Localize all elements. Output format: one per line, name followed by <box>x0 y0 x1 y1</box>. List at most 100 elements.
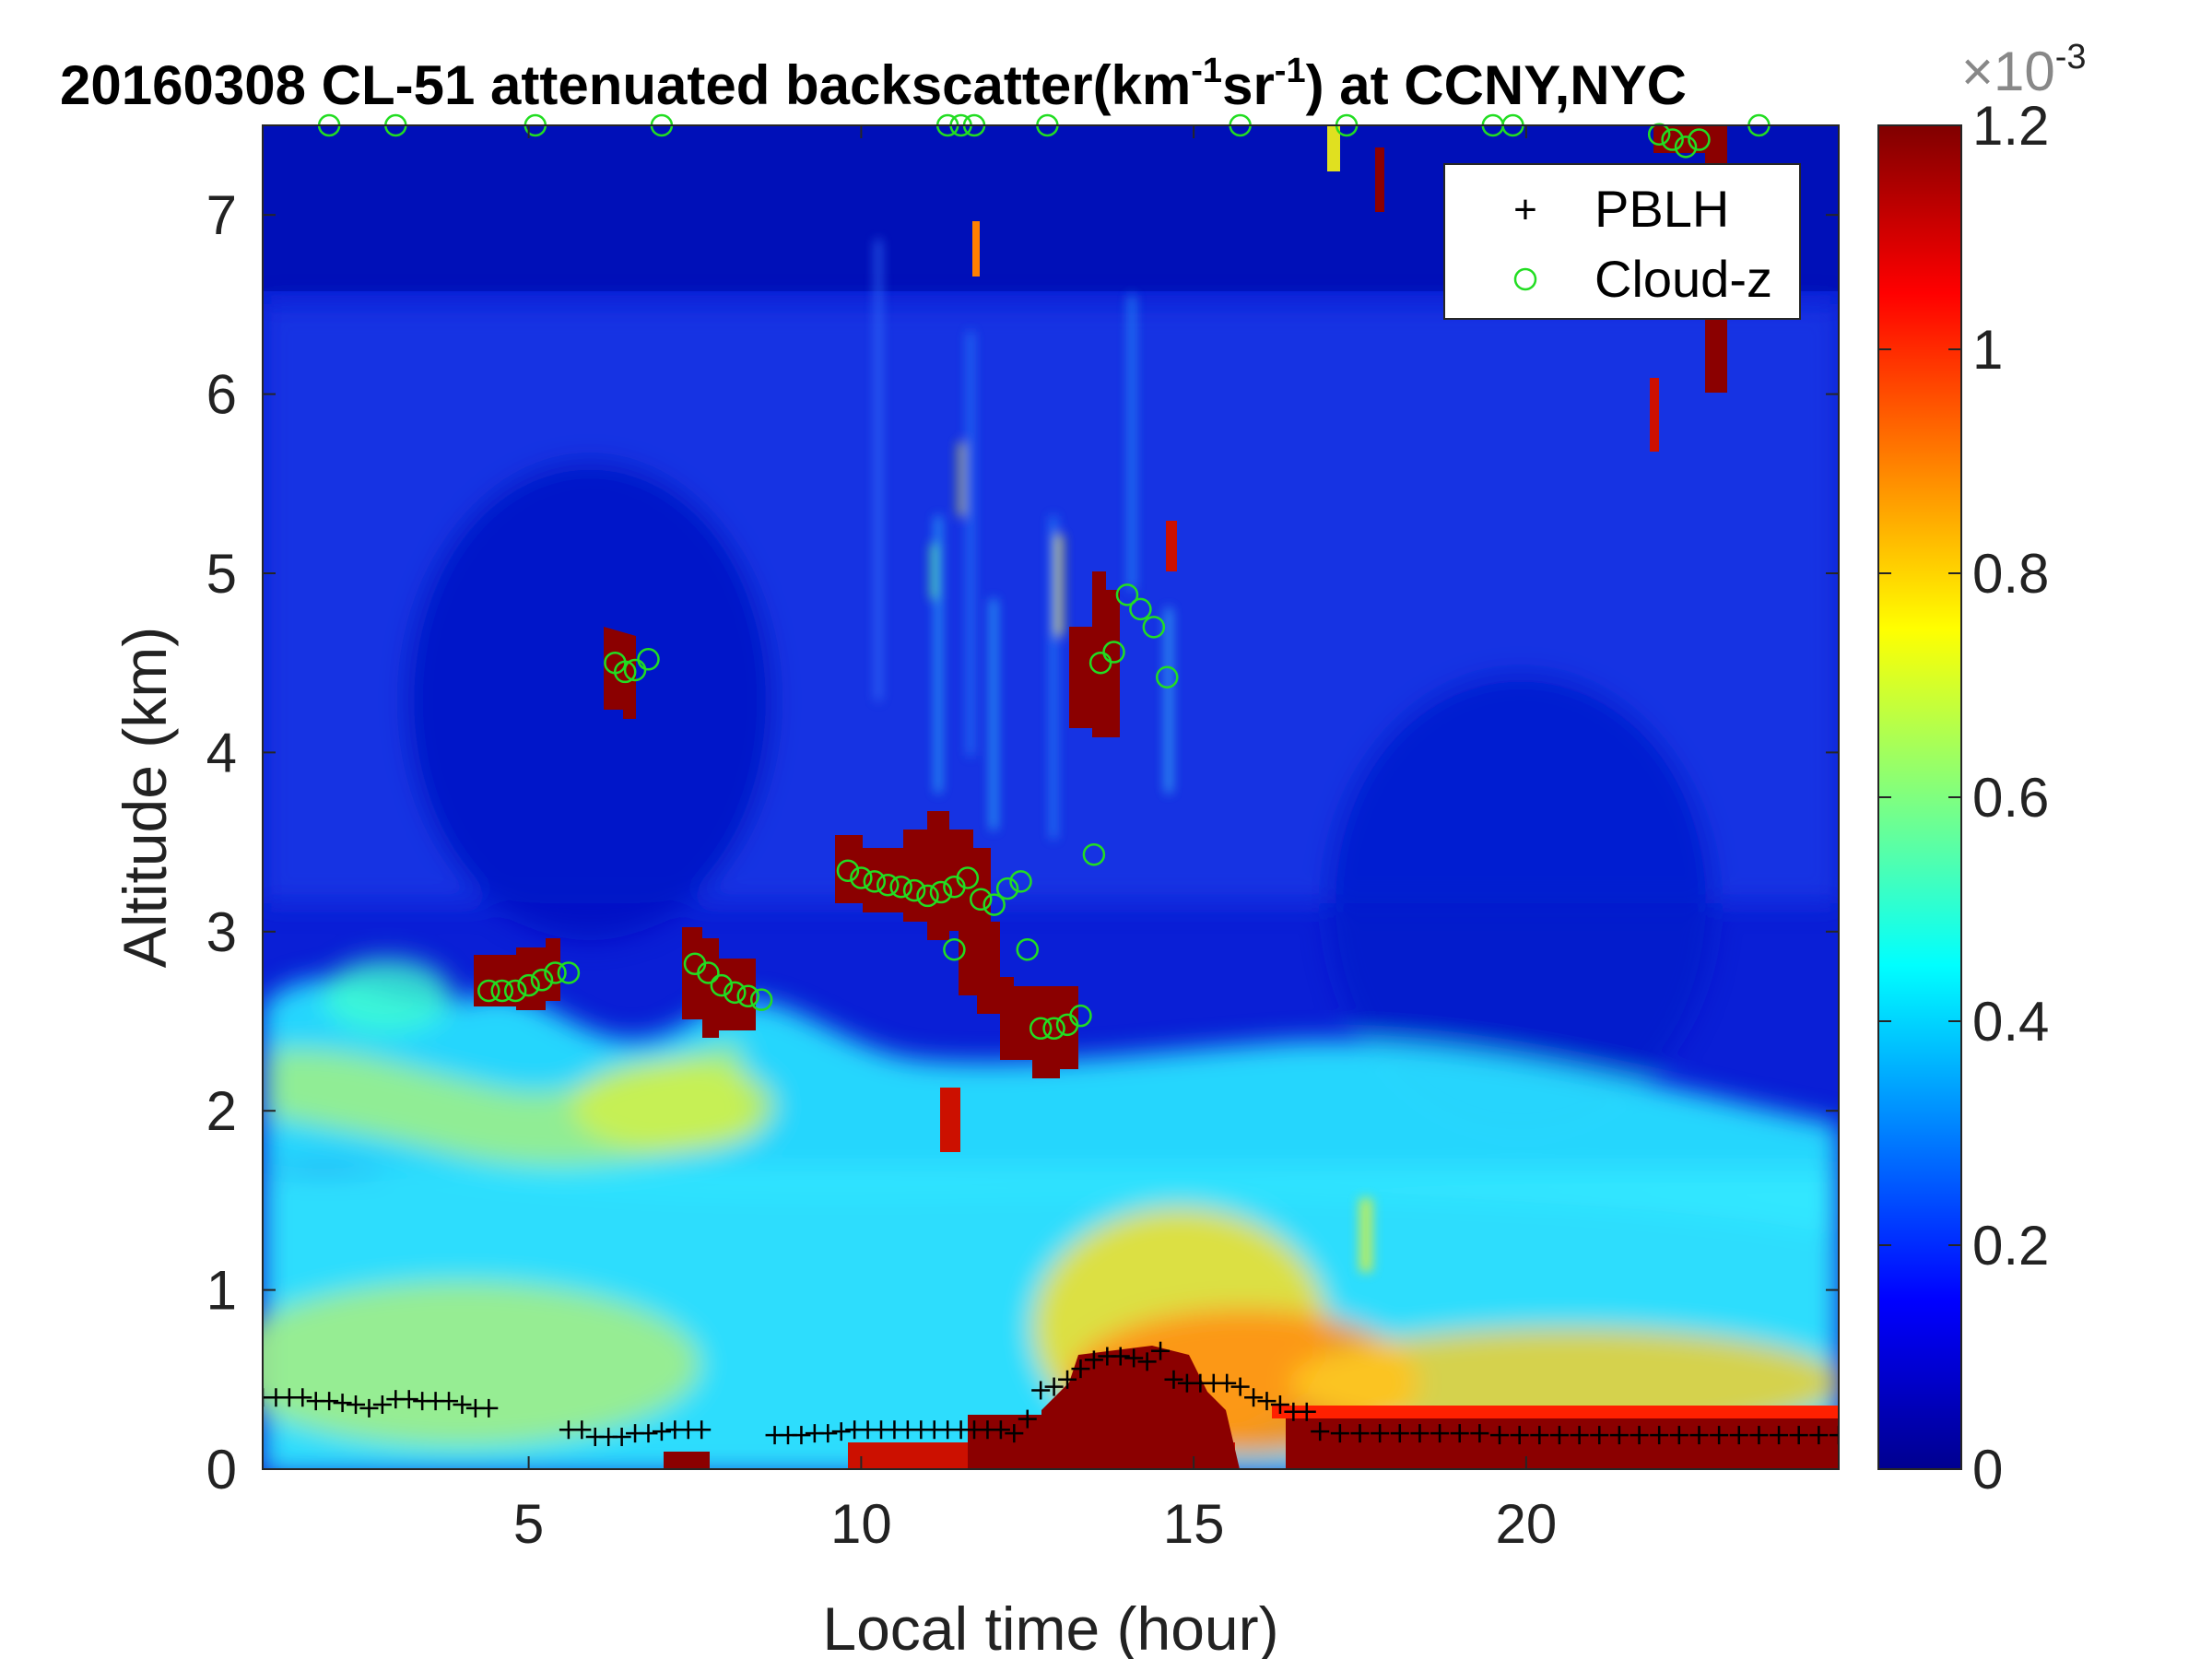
cloud-z-point <box>876 874 900 897</box>
colorbar-tick-label: 0.8 <box>1972 543 2049 605</box>
cloud-z-point <box>637 648 660 671</box>
pblh-point <box>1530 1426 1549 1445</box>
heatmap <box>263 125 1839 1469</box>
streak <box>968 332 973 756</box>
cloud-z-point <box>836 859 860 882</box>
colorbar-ticks: 0 0.2 0.4 0.6 0.8 1 1.2 <box>1878 95 2049 1500</box>
cloud-z-point <box>863 870 887 893</box>
heatmap-surface-band <box>664 1452 710 1469</box>
pblh-point <box>1084 1350 1103 1370</box>
pblh-point <box>1770 1426 1789 1445</box>
pblh-series <box>263 1341 1839 1447</box>
cloud-z-point <box>557 961 581 984</box>
pblh-point <box>1350 1424 1370 1443</box>
cloud-z-point <box>850 866 873 889</box>
colorbar-multiplier: ×10-3 <box>1961 38 2087 102</box>
pblh-point <box>1650 1426 1669 1445</box>
pblh-point <box>1710 1426 1729 1445</box>
x-axis-label: Local time (hour) <box>822 1594 1278 1659</box>
streak <box>991 599 996 830</box>
y-tick-label: 6 <box>206 364 237 426</box>
legend-cloud-z-marker <box>1513 267 1537 291</box>
legend-pblh-marker: + <box>1513 187 1537 232</box>
pblh-point <box>1470 1424 1489 1443</box>
pblh-point <box>1230 1377 1250 1396</box>
x-axis: 5 10 15 20 <box>513 125 1557 1555</box>
cloud-z-point <box>943 937 966 961</box>
pblh-point <box>1729 1426 1748 1445</box>
cloud-block <box>1327 125 1340 171</box>
chart-title: 20160308 CL-51 attenuated backscatter(km… <box>60 52 1687 116</box>
cloud-block <box>940 1088 960 1152</box>
cloud-block <box>835 811 991 940</box>
cloud-z-point <box>1115 583 1139 606</box>
cloud-z-point <box>517 973 540 997</box>
y-tick-label: 1 <box>206 1260 237 1322</box>
cloud-z-point <box>982 893 1006 916</box>
colorbar-tick-label: 1 <box>1972 319 2003 381</box>
streak <box>876 240 881 700</box>
pblh-point <box>1330 1424 1349 1443</box>
pblh-point <box>572 1420 592 1440</box>
pblh-point <box>1371 1424 1390 1443</box>
pblh-point <box>1510 1426 1529 1445</box>
colorbar-tick-label: 0 <box>1972 1439 2003 1500</box>
cloud-block <box>972 221 980 276</box>
cloud-z-point <box>736 984 759 1008</box>
pblh-point <box>1031 1381 1051 1400</box>
cloud-block <box>474 938 560 1010</box>
pblh-point <box>1590 1426 1609 1445</box>
pblh-point <box>1630 1426 1649 1445</box>
cloud-z-point <box>1129 597 1152 621</box>
cloud-z-point <box>969 888 993 912</box>
streak <box>1055 535 1063 636</box>
pblh-point <box>831 1422 851 1441</box>
cloud-z-point <box>1661 128 1684 151</box>
streak <box>1166 608 1171 793</box>
cloud-block <box>1650 378 1659 452</box>
pblh-point <box>1058 1370 1077 1389</box>
pblh-point <box>1151 1341 1171 1360</box>
pblh-point <box>1490 1426 1510 1445</box>
pblh-point <box>1669 1426 1688 1445</box>
cloud-z-point <box>697 961 720 984</box>
pblh-point <box>1789 1426 1808 1445</box>
cloud-z-point <box>956 866 980 889</box>
pblh-point <box>1311 1422 1330 1441</box>
pblh-point <box>479 1398 499 1418</box>
heatmap-streaks <box>876 240 1372 1272</box>
pblh-point <box>347 1395 366 1415</box>
cloud-z-point <box>710 973 734 997</box>
pblh-point <box>1218 1373 1237 1393</box>
cloud-z-point <box>929 880 953 904</box>
colorbar-tick-label: 0.4 <box>1972 991 2049 1053</box>
pblh-point <box>1430 1424 1450 1443</box>
cloud-z-point <box>1042 1017 1065 1041</box>
y-tick-label: 0 <box>206 1439 237 1500</box>
cloud-z-point <box>1688 128 1711 151</box>
cloud-z-point <box>995 877 1019 900</box>
legend-pblh-label: PBLH <box>1594 180 1729 238</box>
cloud-z-point <box>1082 842 1106 866</box>
pblh-point <box>1570 1426 1589 1445</box>
heatmap-surface-band <box>968 1415 1041 1469</box>
legend-cloud-z-label: Cloud-z <box>1594 250 1772 308</box>
cloud-z-point <box>1029 1017 1053 1041</box>
colorbar-tick-label: 1.2 <box>1972 95 2049 157</box>
y-tick-label: 3 <box>206 901 237 963</box>
y-tick-label: 7 <box>206 184 237 246</box>
cloud-block <box>1000 977 1078 1078</box>
pblh-point <box>359 1398 379 1418</box>
cloud-z-point <box>1142 616 1166 639</box>
pblh-point <box>440 1392 459 1411</box>
cloud-z-point <box>1102 641 1125 664</box>
cloud-block <box>1375 147 1384 212</box>
streak <box>1051 516 1056 839</box>
streak <box>1359 1198 1372 1272</box>
colorbar: 0 0.2 0.4 0.6 0.8 1 1.2 ×10-3 <box>1877 38 2087 1500</box>
pblh-point <box>1549 1426 1569 1445</box>
pblh-point <box>1018 1409 1037 1429</box>
cloud-z-point <box>477 979 500 1003</box>
legend-box <box>1443 163 1801 320</box>
pblh-point <box>792 1426 811 1445</box>
